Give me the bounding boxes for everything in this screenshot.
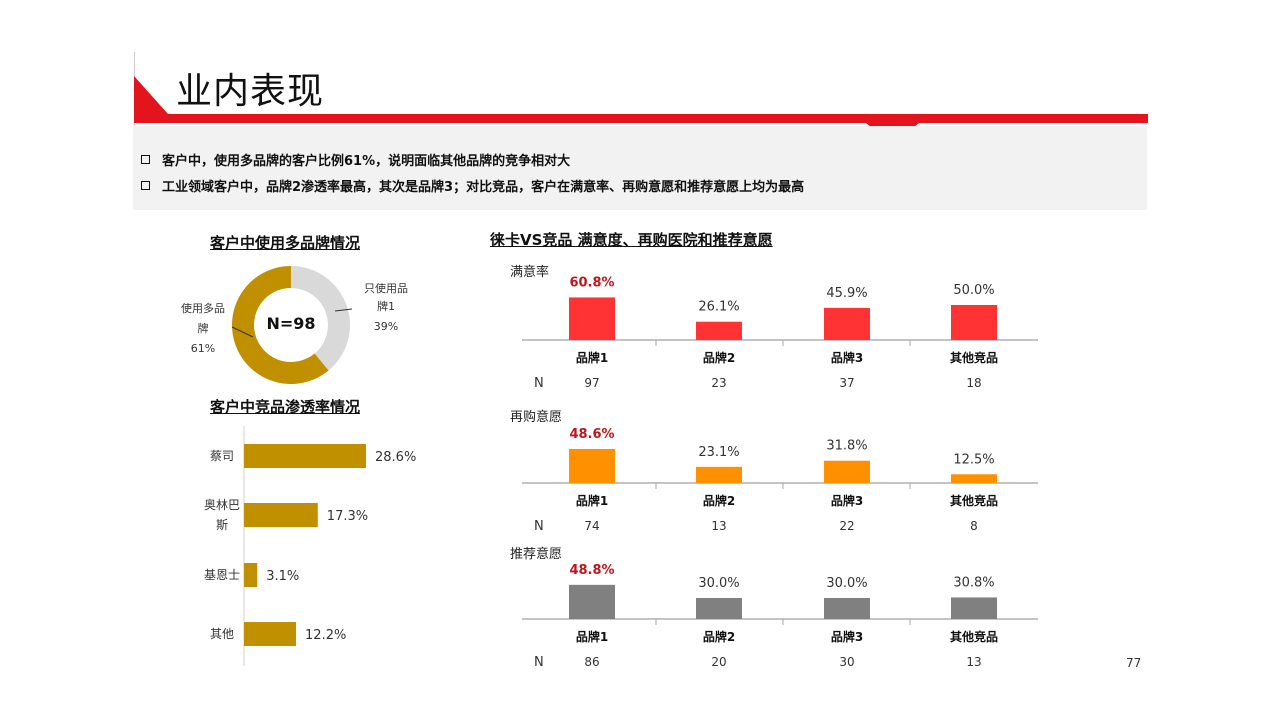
- donut-slice-1: [232, 266, 329, 384]
- comparison-n-label: N: [534, 655, 544, 670]
- comparison-bar-0-3: [951, 305, 997, 340]
- penetration-value-label: 28.6%: [375, 450, 416, 465]
- leader-line-single-brand: [334, 308, 353, 312]
- bullet-square-icon: [141, 181, 150, 190]
- comparison-value-label: 30.8%: [953, 575, 994, 590]
- donut-center-label: N=98: [266, 314, 315, 333]
- penetration-value-label: 12.2%: [305, 628, 346, 643]
- comparison-value-label: 12.5%: [953, 452, 994, 467]
- donut-chart: N=98 只使用品 牌1 39% 使用多品 牌 61%: [181, 266, 408, 384]
- page-number: 77: [1126, 656, 1142, 670]
- penetration-bar-3: [244, 622, 297, 646]
- comparison-category-label: 其他竞品: [950, 493, 998, 508]
- comparison-bar-1-3: [951, 474, 997, 483]
- comparison-bar-1-0: [569, 448, 615, 483]
- donut-chart-title: 客户中使用多品牌情况: [210, 234, 361, 252]
- penetration-bar-0: [244, 444, 366, 468]
- comparison-chart-title: 徕卡VS竞品 满意度、再购医院和推荐意愿: [490, 231, 773, 249]
- donut-slice-0: [291, 266, 350, 371]
- comparison-category-label: 其他竞品: [950, 350, 998, 365]
- comparison-value-label: 26.1%: [698, 300, 739, 315]
- penetration-category-label: 斯: [216, 518, 228, 532]
- comparison-n-label: N: [534, 519, 544, 534]
- comparison-value-label: 60.8%: [569, 275, 614, 290]
- comparison-category-label: 品牌3: [831, 493, 863, 508]
- comparison-category-label: 品牌2: [703, 629, 735, 644]
- comparison-value-label: 50.0%: [953, 283, 994, 298]
- comparison-bar-0-2: [824, 307, 870, 340]
- comparison-value-label: 30.0%: [826, 576, 867, 591]
- summary-box: 客户中，使用多品牌的客户比例61%，说明面临其他品牌的竞争相对大 工业领域客户中…: [133, 126, 1147, 210]
- comparison-bar-2-3: [951, 597, 997, 619]
- comparison-n-label: N: [534, 376, 544, 391]
- comparison-n-value: 22: [839, 519, 854, 533]
- penetration-category-label: 奥林巴: [204, 498, 240, 512]
- comparison-bar-1-2: [824, 460, 870, 483]
- penetration-bar-1: [244, 503, 318, 527]
- comparison-category-label: 品牌2: [703, 493, 735, 508]
- panel-title-2: 推荐意愿: [510, 546, 562, 562]
- slice-label-single-brand-line2: 牌1: [377, 299, 395, 313]
- comparison-value-label: 48.8%: [569, 563, 614, 578]
- page-title: 业内表现: [176, 71, 325, 112]
- comparison-bar-0-1: [696, 321, 742, 340]
- comparison-value-label: 48.6%: [569, 427, 614, 442]
- comparison-bar-2-1: [696, 598, 742, 619]
- panel-title-1: 再购意愿: [510, 409, 562, 425]
- comparison-bar-1-1: [696, 466, 742, 483]
- comparison-bar-chart: 满意率 60.8% 品牌1 97 26.1% 品牌2 23 45.9% 品牌3 37 50.0% 其他…: [510, 264, 1038, 670]
- comparison-category-label: 品牌1: [576, 350, 608, 365]
- comparison-bar-2-2: [824, 598, 870, 619]
- comparison-category-label: 品牌2: [703, 350, 735, 365]
- comparison-n-value: 13: [966, 655, 981, 669]
- comparison-n-value: 97: [584, 376, 599, 390]
- title-decoration: [134, 52, 1148, 142]
- comparison-n-value: 37: [839, 376, 854, 390]
- comparison-category-label: 品牌3: [831, 350, 863, 365]
- penetration-value-label: 3.1%: [266, 569, 299, 584]
- penetration-category-label: 基恩士: [204, 568, 240, 582]
- comparison-n-value: 30: [839, 655, 854, 669]
- panel-title-0: 满意率: [510, 264, 549, 280]
- penetration-category-label: 蔡司: [210, 449, 234, 463]
- comparison-n-value: 18: [966, 376, 981, 390]
- penetration-chart-title: 客户中竞品渗透率情况: [210, 398, 361, 416]
- comparison-bar-0-0: [569, 297, 615, 340]
- comparison-n-value: 86: [584, 655, 599, 669]
- penetration-category-label: 其他: [210, 627, 234, 641]
- bullet-square-icon: [141, 155, 150, 164]
- comparison-category-label: 品牌1: [576, 493, 608, 508]
- comparison-category-label: 其他竞品: [950, 629, 998, 644]
- comparison-n-value: 8: [970, 519, 978, 533]
- penetration-bar-2: [244, 563, 258, 587]
- comparison-bar-2-0: [569, 584, 615, 619]
- comparison-n-value: 20: [711, 655, 726, 669]
- summary-bullet-2: 工业领域客户中，品牌2渗透率最高，其次是品牌3；对比竞品，客户在满意率、再购意愿…: [141, 176, 804, 195]
- slice-value-multi-brand: 61%: [191, 342, 215, 355]
- comparison-value-label: 30.0%: [698, 576, 739, 591]
- comparison-category-label: 品牌3: [831, 629, 863, 644]
- slice-value-single-brand: 39%: [374, 320, 398, 333]
- comparison-category-label: 品牌1: [576, 629, 608, 644]
- comparison-value-label: 23.1%: [698, 445, 739, 460]
- comparison-n-value: 13: [711, 519, 726, 533]
- leader-line-multi-brand: [231, 326, 254, 338]
- comparison-n-value: 23: [711, 376, 726, 390]
- penetration-value-label: 17.3%: [327, 509, 368, 524]
- comparison-value-label: 31.8%: [826, 439, 867, 454]
- summary-bullet-1: 客户中，使用多品牌的客户比例61%，说明面临其他品牌的竞争相对大: [141, 150, 570, 169]
- slice-label-multi-brand-line1: 使用多品: [181, 301, 225, 315]
- comparison-n-value: 74: [584, 519, 599, 533]
- comparison-value-label: 45.9%: [826, 286, 867, 301]
- slice-label-single-brand-line1: 只使用品: [364, 282, 408, 295]
- slice-label-multi-brand-line2: 牌: [198, 321, 209, 335]
